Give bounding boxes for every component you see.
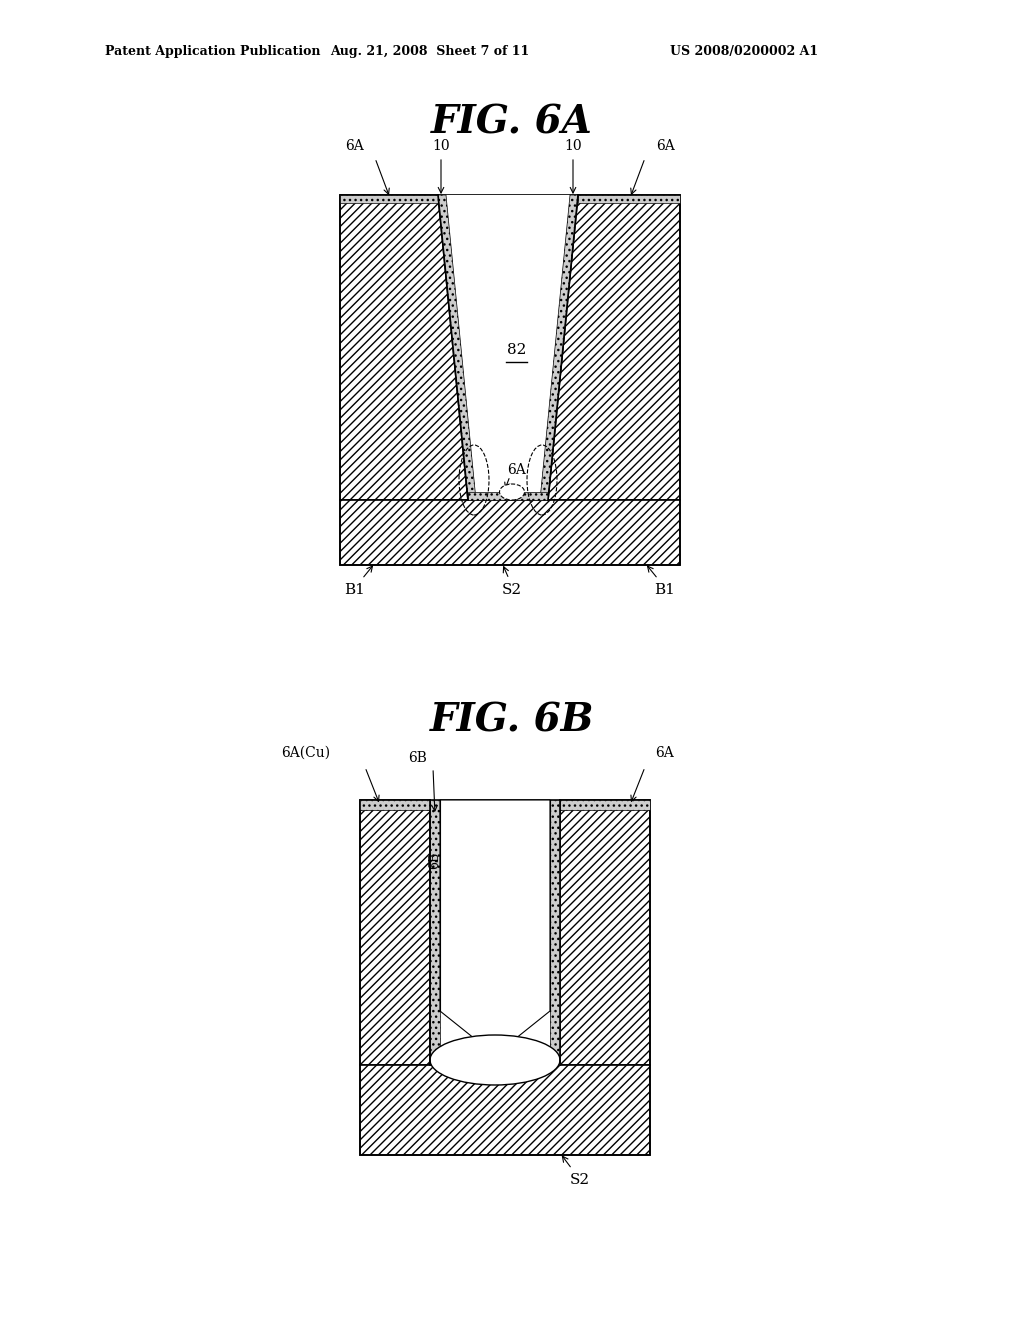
Polygon shape bbox=[468, 492, 548, 500]
Polygon shape bbox=[340, 195, 438, 203]
Text: 70: 70 bbox=[480, 1040, 496, 1052]
Text: 6A: 6A bbox=[656, 139, 675, 153]
Polygon shape bbox=[340, 195, 468, 500]
Text: US 2008/0200002 A1: US 2008/0200002 A1 bbox=[670, 45, 818, 58]
Text: 82: 82 bbox=[496, 933, 515, 946]
Polygon shape bbox=[430, 1055, 560, 1065]
Polygon shape bbox=[560, 800, 650, 810]
Text: 6B: 6B bbox=[428, 851, 441, 869]
Ellipse shape bbox=[430, 1035, 560, 1085]
Text: FIG. 6B: FIG. 6B bbox=[430, 701, 594, 739]
Polygon shape bbox=[340, 500, 680, 565]
Text: 10: 10 bbox=[432, 139, 450, 153]
Text: 6B: 6B bbox=[443, 838, 460, 851]
Text: Aug. 21, 2008  Sheet 7 of 11: Aug. 21, 2008 Sheet 7 of 11 bbox=[331, 45, 529, 58]
Polygon shape bbox=[446, 195, 570, 492]
Text: 6B: 6B bbox=[409, 751, 427, 766]
Ellipse shape bbox=[500, 484, 524, 500]
Text: B1: B1 bbox=[654, 583, 676, 597]
Polygon shape bbox=[578, 195, 680, 203]
Polygon shape bbox=[540, 195, 578, 500]
Polygon shape bbox=[548, 195, 680, 500]
Text: 6A: 6A bbox=[655, 746, 674, 760]
Text: Patent Application Publication: Patent Application Publication bbox=[105, 45, 321, 58]
Polygon shape bbox=[360, 800, 430, 1065]
Text: S2: S2 bbox=[502, 583, 522, 597]
Text: 6A: 6A bbox=[508, 463, 526, 477]
Polygon shape bbox=[440, 800, 550, 1055]
Text: S2: S2 bbox=[570, 1173, 590, 1187]
Text: FIG. 6A: FIG. 6A bbox=[431, 103, 593, 141]
Text: 6A: 6A bbox=[345, 139, 364, 153]
Polygon shape bbox=[360, 1065, 650, 1155]
Text: 70: 70 bbox=[494, 1040, 510, 1052]
Text: 6A(Cu): 6A(Cu) bbox=[281, 746, 330, 760]
Text: B1: B1 bbox=[344, 583, 366, 597]
Polygon shape bbox=[560, 800, 650, 1065]
Polygon shape bbox=[438, 195, 476, 500]
Text: 82: 82 bbox=[507, 343, 526, 356]
Polygon shape bbox=[550, 800, 560, 1065]
Text: 10: 10 bbox=[564, 139, 582, 153]
Polygon shape bbox=[430, 800, 440, 1065]
Polygon shape bbox=[360, 800, 430, 810]
